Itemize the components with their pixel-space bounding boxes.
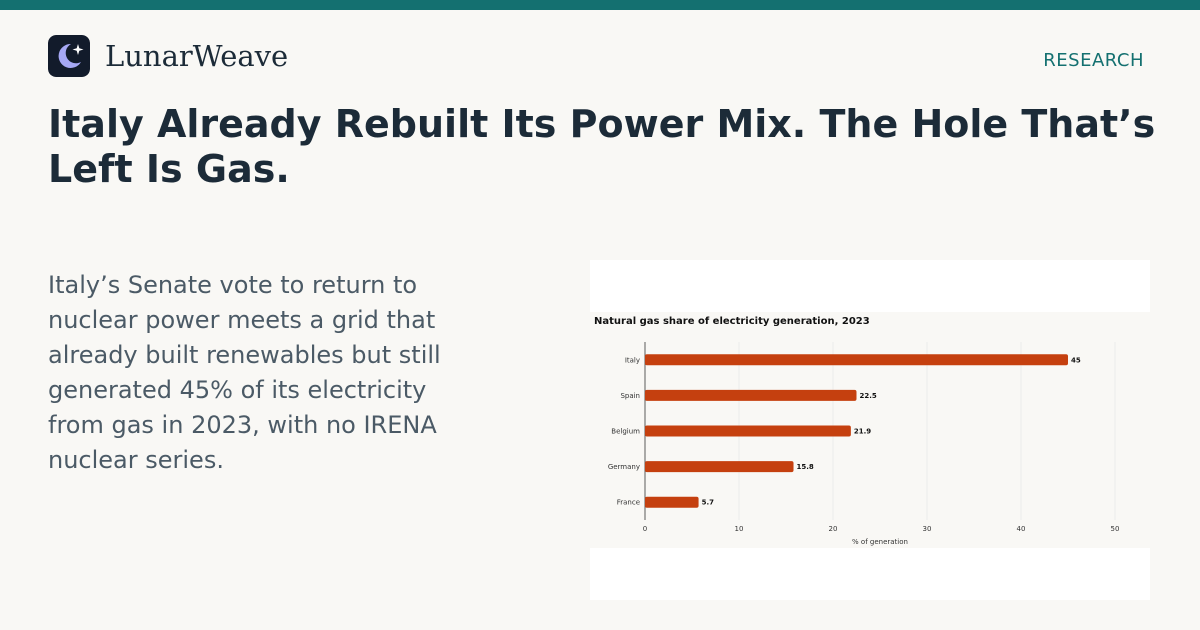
x-axis-title: % of generation [852,538,908,546]
brand-name: LunarWeave [105,39,289,73]
bar [645,496,699,508]
bar [645,461,794,473]
x-tick-label: 20 [829,525,838,533]
dek: Italy’s Senate vote to return to nuclear… [48,271,441,474]
bar [645,425,851,437]
logo-sparkle [72,44,84,55]
brand[interactable]: LunarWeave [48,35,288,77]
x-tick-label: 0 [643,525,647,533]
y-tick-label: Germany [608,463,640,471]
y-tick-label: Spain [620,392,640,400]
logo-moon [58,43,81,68]
data-label: 22.5 [860,392,877,400]
x-tick-label: 50 [1111,525,1120,533]
data-label: 45 [1071,356,1081,364]
y-tick-label: Italy [625,356,640,364]
data-label: 15.8 [797,463,814,471]
chart-footer-panel [590,548,1150,600]
data-label: 5.7 [702,499,715,507]
chart-bars [645,354,1068,508]
x-tick-label: 40 [1017,525,1026,533]
top-accent-bar [0,0,1200,10]
chart-title: Natural gas share of electricity generat… [594,316,870,327]
gas-share-chart: Natural gas share of electricity generat… [590,260,1150,600]
x-tick-label: 10 [735,525,744,533]
x-tick-label: 30 [923,525,932,533]
section-label[interactable]: RESEARCH [1043,50,1144,71]
chart-header-panel [590,260,1150,312]
moon-sparkle-icon [48,35,90,77]
logo-background [48,35,90,77]
chart-labels: 0 10 20 30 40 50 Italy 45 Spain 22.5 Belgium 21.9 Ge… [608,356,1120,533]
y-tick-label: France [617,499,640,507]
chart-card: Natural gas share of electricity generat… [590,260,1150,600]
bar [645,354,1068,366]
headline: Italy Already Rebuilt Its Power Mix. The… [48,102,1156,191]
y-tick-label: Belgium [611,428,640,436]
bar [645,389,857,401]
data-label: 21.9 [854,428,871,436]
